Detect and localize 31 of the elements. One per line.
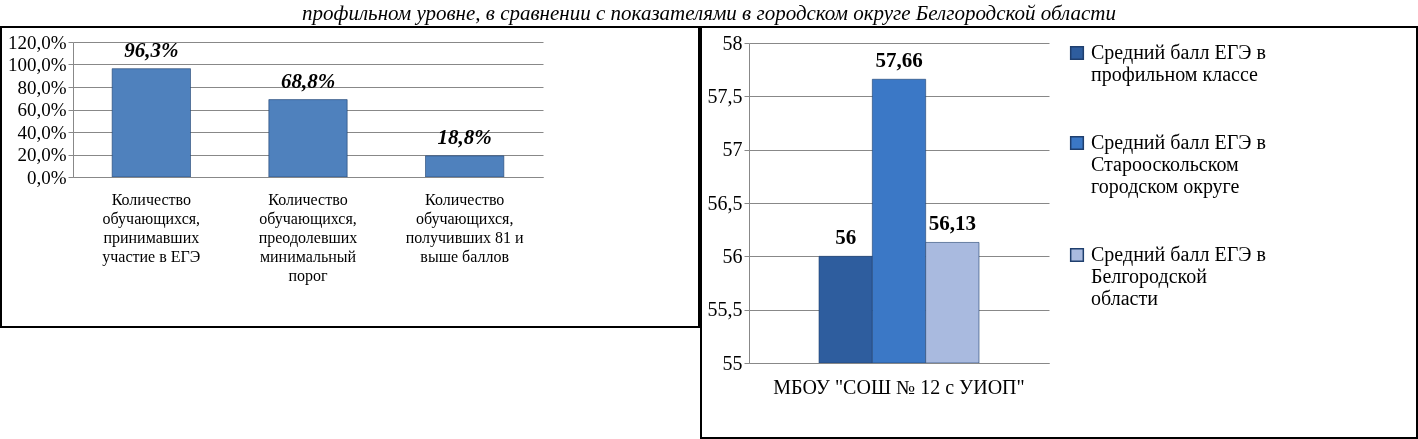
y-tick-label: 0,0% [26,166,67,188]
y-tick-label: 60,0% [17,99,67,120]
y-tick-label: 56 [722,244,743,267]
y-tick-label: 100,0% [7,54,67,75]
y-tick-label: 20,0% [17,144,67,165]
data-label: 56,13 [928,211,976,236]
data-label: 57,66 [875,48,923,73]
x-tick-label: МБОУ "СОШ № 12 с УИОП" [773,375,1025,398]
y-tick-label: 55 [722,351,743,374]
y-tick-label: 56,5 [707,191,743,214]
y-tick-label: 57,5 [707,84,743,107]
y-tick-label: 80,0% [17,76,67,98]
data-label: 68,8% [280,68,336,93]
bar [111,68,191,177]
bar [268,99,348,177]
data-label: 56 [835,225,857,250]
y-tick-label: 40,0% [17,121,67,143]
bar [425,155,505,177]
y-tick-label: 120,0% [7,31,67,53]
x-tick-label: Количество обучающихся, получивших 81 и выше баллов [405,190,525,265]
y-tick-label: 55,5 [707,298,743,321]
legend-label: Средний балл ЕГЭ в профильном классе [1091,41,1266,86]
y-tick-label: 57 [722,138,743,161]
x-tick-label: Количество обучающихся, преодолевших минимальный порог [258,190,358,285]
x-tick-label: Количество обучающихся, принимавших участие в ЕГЭ [102,190,201,266]
legend-label: Средний балл ЕГЭ в Белгородской области [1091,243,1266,309]
data-label: 96,3% [124,37,179,62]
legend-label: Средний балл ЕГЭ в Старооскольском городском округе [1091,131,1266,198]
text: профильном уровне, в сравнении с показателями в городском округе Белгородской области [301,0,1117,26]
y-tick-label: 58 [722,31,743,54]
data-label: 18,8% [437,124,492,149]
